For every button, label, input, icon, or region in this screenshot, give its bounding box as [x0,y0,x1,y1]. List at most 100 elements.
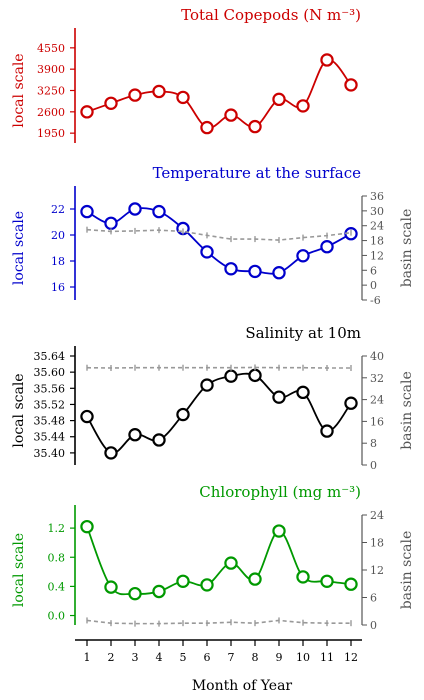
y-axis-label: local scale [11,533,27,607]
data-point [320,574,334,588]
chart-panel: Chlorophyll (mg m⁻³) 0.0 0.4 0.8 1.2 local sc… [11,483,415,632]
y-tick-label: 0.8 [48,551,66,564]
panel-title: Total Copepods (N m⁻³) [181,6,361,24]
y2-tick-label: 8 [370,437,377,450]
month-axis: 1 2 3 4 5 6 7 8 9 10 11 12 [75,639,362,664]
y-axis-label: local scale [11,373,27,447]
data-point [128,202,142,216]
y2-axis-label: basin scale [399,531,415,610]
y-tick-label: 35.56 [34,382,66,395]
data-point [152,84,166,99]
data-point [104,216,118,230]
chart-panel: Salinity at 10m 35.40 35.44 35.48 35.52 35.56… [11,324,415,472]
local-series-line [86,372,352,454]
data-point [224,262,238,276]
data-point [200,245,214,259]
y-tick-label: 2600 [37,106,65,119]
data-point [344,577,358,591]
y2-tick-label: 12 [370,249,384,262]
y-axis-label: local scale [11,211,27,285]
y-tick-label: 0.4 [48,580,66,593]
data-point [248,572,262,586]
x-tick-label: 4 [156,651,163,664]
y2-axis-label: basin scale [399,371,415,450]
data-point [320,239,334,254]
x-tick-label: 5 [180,651,187,664]
y2-tick-label: 0 [370,619,377,632]
basin-series-line [86,619,351,625]
y-tick-label: 4550 [37,42,65,55]
y-tick-label: 35.48 [34,415,66,428]
y-tick-label: 22 [51,203,65,216]
data-point [248,368,262,383]
data-point [344,396,358,410]
data-point [176,90,190,105]
y2-tick-label: 0 [370,459,377,472]
data-point [128,88,142,102]
data-point [200,120,214,135]
data-point [224,369,238,383]
y-tick-label: 35.64 [34,350,66,363]
data-point [224,108,238,122]
data-point [272,524,286,538]
y2-tick-label: 24 [370,509,384,522]
data-point [128,586,142,601]
data-point [80,204,94,219]
y-tick-label: 35.40 [34,447,66,460]
y-axis-label: local scale [11,53,27,127]
basin-series-line [86,228,352,241]
y2-tick-label: -6 [370,294,381,307]
data-point [272,92,286,107]
y2-tick-label: 6 [370,264,377,277]
local-series-line [86,58,352,129]
y2-tick-label: 32 [370,372,384,385]
data-point [296,570,310,584]
data-point [104,96,118,110]
y-tick-label: 35.52 [34,398,66,411]
y2-tick-label: 0 [370,279,377,292]
data-point [320,53,334,67]
y-tick-label: 1950 [37,127,65,140]
data-point [344,78,358,92]
x-tick-label: 2 [108,651,115,664]
y2-tick-label: 30 [370,205,384,218]
data-point [296,385,310,400]
local-series-line [86,526,352,596]
data-point [152,584,166,599]
x-tick-label: 9 [276,651,283,664]
panel-title: Chlorophyll (mg m⁻³) [199,483,361,501]
y-tick-label: 35.44 [34,431,66,444]
y-tick-label: 3900 [37,63,65,76]
y2-axis-label: basin scale [399,209,415,288]
y-tick-label: 3250 [37,85,65,98]
x-tick-label: 8 [252,651,259,664]
panel-title: Temperature at the surface [153,164,362,182]
data-point [176,574,190,588]
y2-tick-label: 12 [370,564,384,577]
chart-panel: Temperature at the surface 16 18 20 22 local … [11,164,415,307]
y2-tick-label: 36 [370,190,384,203]
data-point [104,446,118,460]
x-tick-label: 11 [320,651,334,664]
x-tick-label: 12 [344,651,358,664]
y2-tick-label: 24 [370,220,384,233]
data-point [152,204,166,219]
y-tick-label: 35.60 [34,366,66,379]
y2-tick-label: 24 [370,394,384,407]
panels: Total Copepods (N m⁻³) 1950 2600 3250 3900 45… [11,6,415,632]
data-point [272,266,286,280]
chart-panel: Total Copepods (N m⁻³) 1950 2600 3250 3900 45… [11,6,361,143]
x-tick-label: 3 [132,651,139,664]
data-point [128,428,142,442]
data-point [296,249,310,263]
data-point [248,119,262,134]
x-tick-label: 6 [204,651,211,664]
data-point [200,378,214,392]
data-point [224,556,238,570]
x-tick-label: 10 [296,651,310,664]
y-tick-label: 1.2 [48,522,66,535]
data-point [104,580,118,594]
data-point [296,99,310,113]
data-point [80,105,94,119]
data-point [200,578,214,592]
